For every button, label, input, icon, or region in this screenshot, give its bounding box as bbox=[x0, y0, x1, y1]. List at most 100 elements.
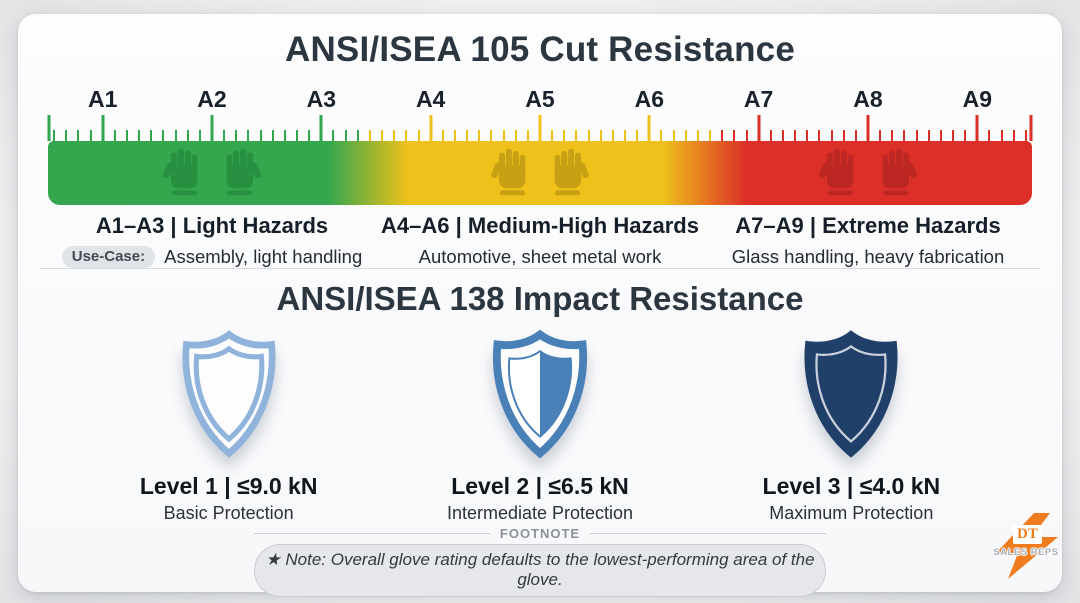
impact-level-2: Level 2 | ≤6.5 kN Intermediate Protectio… bbox=[384, 329, 695, 524]
minor-tick bbox=[283, 130, 286, 141]
minor-tick bbox=[818, 130, 821, 141]
minor-tick bbox=[854, 130, 857, 141]
minor-tick bbox=[77, 130, 80, 141]
level-heading: Level 1 | ≤9.0 kN bbox=[139, 473, 318, 499]
minor-tick bbox=[113, 130, 116, 141]
major-tick bbox=[538, 115, 542, 141]
minor-tick bbox=[575, 130, 578, 141]
minor-tick bbox=[1012, 130, 1015, 141]
minor-tick bbox=[514, 130, 517, 141]
zone-heading: A4–A6 | Medium-High Hazards bbox=[381, 213, 699, 238]
minor-tick bbox=[308, 130, 311, 141]
major-tick bbox=[319, 115, 323, 141]
minor-tick bbox=[879, 130, 882, 141]
shield-half-filled-icon bbox=[492, 329, 588, 459]
scale-label: A5 bbox=[525, 86, 555, 112]
minor-tick bbox=[162, 130, 165, 141]
minor-tick bbox=[453, 130, 456, 141]
minor-tick bbox=[769, 130, 772, 141]
level-heading: Level 2 | ≤6.5 kN bbox=[451, 473, 629, 499]
minor-tick bbox=[198, 130, 201, 141]
scale-ruler bbox=[47, 114, 1033, 141]
minor-tick bbox=[89, 130, 92, 141]
minor-tick bbox=[405, 130, 408, 141]
shield-filled-icon bbox=[804, 330, 898, 458]
minor-tick bbox=[223, 130, 226, 141]
level-subtitle: Basic Protection bbox=[163, 503, 294, 523]
minor-tick bbox=[745, 130, 748, 141]
use-case-badge: Use-Case: bbox=[61, 246, 156, 268]
minor-tick bbox=[368, 130, 371, 141]
minor-tick bbox=[490, 130, 493, 141]
zone-use-case: Automotive, sheet metal work bbox=[418, 246, 662, 267]
minor-tick bbox=[344, 130, 347, 141]
minor-tick bbox=[624, 130, 627, 141]
minor-tick bbox=[672, 130, 675, 141]
infographic-card: ANSI/ISEA 105 Cut Resistance A1 A2 A3 A4 A5 A… bbox=[18, 14, 1062, 597]
footnote-rule-right bbox=[590, 533, 826, 534]
major-tick bbox=[47, 115, 51, 141]
minor-tick bbox=[356, 130, 359, 141]
impact-resistance-title: ANSI/ISEA 138 Impact Resistance bbox=[276, 280, 804, 317]
major-tick bbox=[647, 115, 651, 141]
scale-label: A9 bbox=[962, 86, 992, 112]
major-tick bbox=[975, 115, 979, 141]
major-tick bbox=[866, 115, 870, 141]
minor-tick bbox=[611, 130, 614, 141]
minor-tick bbox=[150, 130, 153, 141]
logo-primary-text: DT bbox=[1013, 525, 1042, 544]
minor-tick bbox=[964, 130, 967, 141]
minor-tick bbox=[296, 130, 299, 141]
minor-tick bbox=[478, 130, 481, 141]
minor-tick bbox=[526, 130, 529, 141]
gloves-icon-light bbox=[161, 146, 263, 198]
minor-tick bbox=[1000, 130, 1003, 141]
minor-tick bbox=[174, 130, 177, 141]
minor-tick bbox=[842, 130, 845, 141]
minor-tick bbox=[660, 130, 663, 141]
major-tick bbox=[1029, 115, 1033, 141]
minor-tick bbox=[684, 130, 687, 141]
minor-tick bbox=[903, 130, 906, 141]
minor-tick bbox=[259, 130, 262, 141]
minor-tick bbox=[733, 130, 736, 141]
minor-tick bbox=[1024, 130, 1027, 141]
minor-tick bbox=[927, 130, 930, 141]
scale-label: A2 bbox=[197, 86, 227, 112]
zone-heading: A7–A9 | Extreme Hazards bbox=[735, 213, 1001, 238]
footnote-note: ★ Note: Overall glove rating defaults to… bbox=[254, 544, 826, 597]
minor-tick bbox=[235, 130, 238, 141]
cut-resistance-title: ANSI/ISEA 105 Cut Resistance bbox=[284, 30, 796, 69]
major-tick bbox=[101, 115, 105, 141]
minor-tick bbox=[138, 130, 141, 141]
minor-tick bbox=[696, 130, 699, 141]
gloves-icon-medium bbox=[489, 146, 591, 198]
section-divider bbox=[40, 268, 1040, 269]
scale-label: A1 bbox=[87, 86, 118, 112]
minor-tick bbox=[393, 130, 396, 141]
gloves-icon-extreme bbox=[817, 146, 919, 198]
minor-tick bbox=[636, 130, 639, 141]
major-tick bbox=[429, 115, 433, 141]
lightning-bolt-icon bbox=[996, 513, 1058, 579]
minor-tick bbox=[381, 130, 384, 141]
major-tick bbox=[757, 115, 761, 141]
minor-tick bbox=[65, 130, 68, 141]
minor-tick bbox=[794, 130, 797, 141]
cut-scale-labels: A1 A2 A3 A4 A5 A6 A7 A8 A9 bbox=[48, 86, 1032, 113]
scale-label: A4 bbox=[415, 86, 446, 112]
scale-label: A3 bbox=[306, 86, 337, 112]
logo-secondary-text: SALES REPS bbox=[993, 547, 1059, 558]
major-tick bbox=[210, 115, 214, 141]
minor-tick bbox=[186, 130, 189, 141]
minor-tick bbox=[891, 130, 894, 141]
footnote-label: FOOTNOTE bbox=[499, 526, 581, 541]
minor-tick bbox=[417, 130, 420, 141]
zone-heading: A1–A3 | Light Hazards bbox=[95, 213, 329, 238]
zone-light-hazards: A1–A3 | Light Hazards Use-Case: Assembly… bbox=[48, 213, 376, 268]
minor-tick bbox=[988, 130, 991, 141]
zone-use-case: Glass handling, heavy fabrication bbox=[731, 246, 1005, 267]
footnote-rule-left bbox=[254, 533, 490, 534]
minor-tick bbox=[806, 130, 809, 141]
impact-level-1: Level 1 | ≤9.0 kN Basic Protection bbox=[73, 330, 384, 524]
